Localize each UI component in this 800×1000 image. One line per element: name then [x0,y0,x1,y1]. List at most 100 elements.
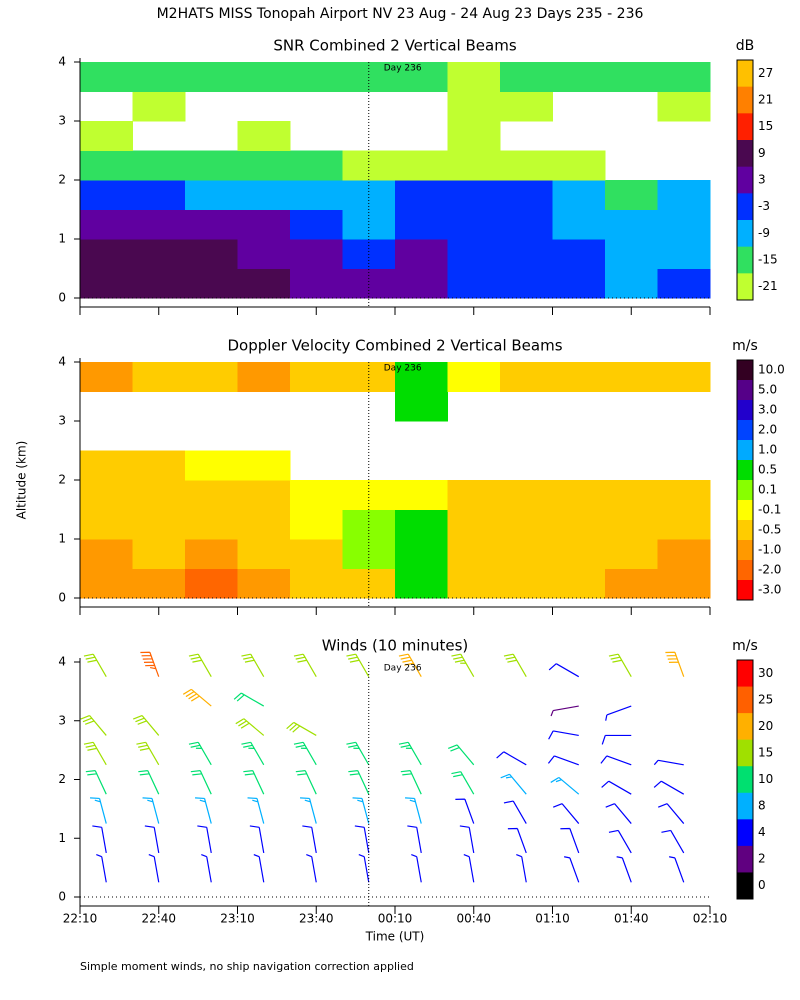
heatmap-cell [290,539,343,569]
plot-area [80,62,711,299]
heatmap-cell [657,362,711,392]
heatmap-cell [552,509,606,540]
heatmap-cell [290,180,343,210]
colorbar-label: 1.0 [758,443,777,457]
heatmap-cell [132,91,186,122]
wind-barb [400,770,422,795]
wind-barb [247,797,265,824]
heatmap-cell [290,509,343,540]
heatmap-cell [552,209,606,240]
colorbar-label: 0.5 [758,463,777,477]
x-tick-label: 01:10 [535,912,570,926]
y-tick-label: 2 [58,772,66,786]
heatmap-cell [290,480,343,510]
heatmap-cell [500,150,553,181]
wind-barb [188,653,212,677]
heatmap-cell [185,150,238,181]
heatmap-cell [605,480,658,510]
wind-barb [80,714,107,736]
wind-barb [507,827,527,854]
heatmap-cell [500,539,553,569]
heatmap-cell [605,539,658,569]
wind-barb [601,780,632,795]
wind-barb [197,825,212,854]
heatmap-cell [290,62,343,92]
heatmap-cell [605,239,658,269]
heatmap-cell [80,180,133,210]
heatmap-cell [605,62,658,92]
colorbar-label: 10.0 [758,363,785,377]
colorbar-band [737,739,753,767]
wind-barb [352,797,370,824]
wind-barb [560,827,580,854]
heatmap-cell [132,268,186,299]
heatmap-cell [237,480,291,510]
heatmap-cell [132,568,186,599]
wind-barb [253,854,265,883]
wind-barb [302,825,317,854]
heatmap-cell [552,62,606,92]
colorbar-band [737,540,753,561]
heatmap-cell [447,239,501,269]
heatmap-cell [447,209,501,240]
x-tick-label: 00:10 [378,912,413,926]
heatmap-cell [552,150,606,181]
heatmap-cell [447,362,501,392]
wind-barb [661,829,685,854]
colorbar-band [737,246,753,274]
colorbar-label: 25 [758,692,773,706]
colorbar-label: -3 [758,199,770,213]
heatmap-cell [657,180,711,210]
heatmap-cell [132,62,186,92]
colorbar-band [737,420,753,441]
colorbar-label: 21 [758,93,773,107]
heatmap-cell [500,209,553,240]
heatmap-cell [395,268,448,299]
wind-barb [500,773,527,795]
colorbar-band [737,440,753,461]
y-tick-label: 4 [58,655,66,669]
wind-barb [83,653,107,677]
wind-barb [249,825,265,854]
heatmap-cell [605,180,658,210]
heatmap-cell [657,239,711,269]
colorbar-label: -0.5 [758,523,781,537]
heatmap-cell [185,539,238,569]
heatmap-cell [185,209,238,240]
heatmap-cell [500,362,553,392]
heatmap-cell [80,239,133,269]
heatmap-cell [237,568,291,599]
day-marker-label: Day 236 [384,64,422,74]
wind-barb [665,651,685,677]
wind-barb [136,741,160,766]
wind-barb [293,653,317,677]
wind-barb [182,688,212,707]
heatmap-cell [552,480,606,510]
heatmap-cell [657,568,711,599]
colorbar-label: -2.0 [758,563,781,577]
colorbar-band [737,686,753,714]
colorbar-band [737,86,753,114]
heatmap-cell [552,568,606,599]
wind-barb [190,770,212,795]
heatmap-cell [552,180,606,210]
wind-barb [451,653,475,677]
x-label: Time (UT) [365,930,425,944]
heatmap-cell [395,568,448,599]
heatmap-cell [237,180,291,210]
heatmap-cell [132,239,186,269]
wind-barb [653,780,685,795]
wind-barb [503,800,527,824]
wind-barb [447,744,475,766]
wind-barb [138,770,160,795]
heatmap-cell [237,121,291,151]
colorbar-label: -0.1 [758,503,781,517]
heatmap-cell [395,62,448,92]
wind-barb [144,825,160,854]
colorbar-label: 0.1 [758,483,777,497]
colorbar-band [737,220,753,248]
colorbar-band [737,380,753,401]
wind-barb [616,856,632,883]
wind-barb [346,653,370,677]
